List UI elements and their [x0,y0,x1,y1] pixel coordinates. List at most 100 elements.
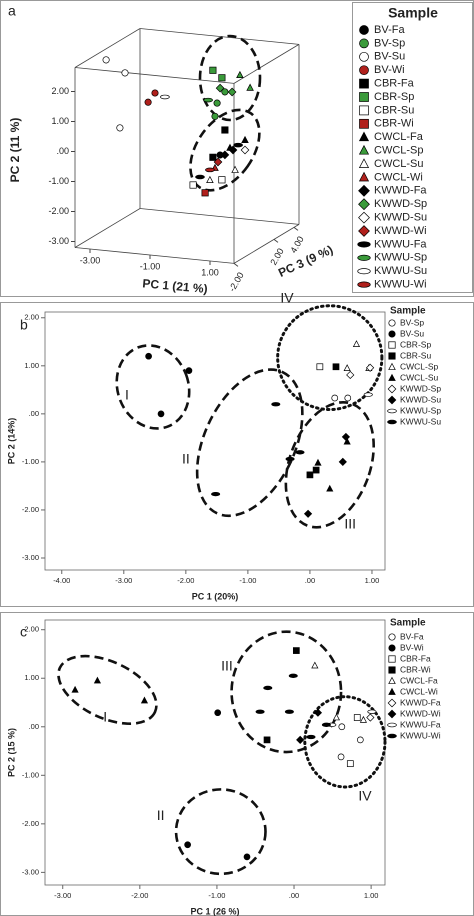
box-edge [74,208,141,248]
point [184,841,191,849]
point [93,676,102,684]
legend-marker [359,65,369,76]
box-edge [139,208,300,225]
legend-label: KWWD-Sp [400,383,441,393]
y-tick-label: .00 [29,722,39,731]
legend-label: BV-Su [400,328,424,338]
z-tick-label: 4.00 [288,235,305,255]
point [366,713,375,722]
legend-marker [388,330,396,338]
legend-label: CBR-Su [400,350,431,360]
point [346,370,355,380]
point [211,491,221,497]
y-tick-label: 2.00 [24,625,39,634]
y-tick-label: -2.00 [22,505,39,514]
point [338,723,346,731]
y-tick-label: 2.00 [51,86,69,96]
point [263,685,273,691]
point [218,176,226,184]
point [140,696,149,704]
point [255,709,265,714]
legend-label: CBR-Sp [374,91,414,103]
box-edge [74,28,141,68]
legend-label: CBR-Wi [400,664,431,674]
point [359,715,367,723]
y-tick-label: .00 [29,409,39,418]
box-edge [233,224,300,264]
x-tick-label: -1.00 [239,576,256,585]
legend-label: KWWU-Wi [374,279,427,291]
point [221,126,229,134]
legend-marker [359,92,369,102]
cluster-ellipse [189,108,261,192]
cluster-label: II [157,807,165,823]
legend-title: Sample [388,5,438,21]
point [145,352,152,360]
cluster-label: IV [358,787,372,803]
legend-marker [388,373,396,381]
point [240,145,250,155]
y-tick-label: -2.00 [22,819,39,828]
legend-label: KWWU-Fa [400,719,441,729]
box-edge [74,67,235,84]
cluster-label: II [182,451,190,467]
point [306,734,316,740]
legend-marker [359,78,369,89]
x-tick-label: .00 [305,576,315,585]
point [343,437,351,445]
z-axis-title: PC 3 (9 %) [276,243,335,280]
point [195,174,205,180]
point [263,736,271,744]
cluster-label: III [221,657,233,673]
point [344,394,352,402]
legend-marker [357,281,371,288]
x-axis-title: PC 1 (20%) [192,591,239,601]
legend-marker [388,341,396,349]
point [353,714,361,721]
point [214,709,222,717]
legend-marker [358,211,370,224]
legend-marker [388,644,396,652]
y-axis-title: PC 2 (11 %) [8,118,22,183]
legend-label: KWWU-Su [400,416,441,426]
point [363,392,373,397]
legend-marker [387,408,397,414]
legend-label: CBR-Sp [400,339,431,349]
legend-marker [387,709,397,719]
legend-label: KWWD-Wi [374,225,427,237]
x-tick-label: .00 [289,891,299,900]
y-tick-label: 1.00 [24,673,39,682]
legend-marker [359,25,369,35]
x-tick-label: 1.00 [364,891,379,900]
legend-label: KWWU-Su [374,265,427,277]
point [313,708,323,717]
point [243,853,251,861]
x-tick-label: -2.00 [131,891,148,900]
x-tick-label: -1.00 [140,261,161,271]
cluster-ellipse [174,788,267,876]
legend-label: CWCL-Fa [374,131,424,143]
y-tick-label: -3.00 [22,867,39,876]
y-tick-label: -3.00 [48,236,69,246]
point [246,83,254,91]
point [189,181,197,189]
point [71,685,79,693]
x-tick-label: -3.00 [80,255,101,265]
legend-label: KWWU-Sp [374,252,427,264]
point [233,142,243,148]
legend-label: BV-Su [374,51,405,63]
legend-label: CBR-Wi [374,118,414,130]
legend-label: KWWD-Fa [374,185,427,197]
point [160,94,170,100]
legend-marker [358,171,370,182]
x-axis-title: PC 1 (21 %) [142,276,208,296]
legend-label: BV-Wi [374,64,405,76]
point [343,364,351,371]
legend-label: CWCL-Wi [400,686,438,696]
legend-border [352,2,473,293]
point [213,99,221,107]
cluster-ellipse [115,344,191,430]
point [284,709,294,714]
legend-marker [387,419,397,425]
